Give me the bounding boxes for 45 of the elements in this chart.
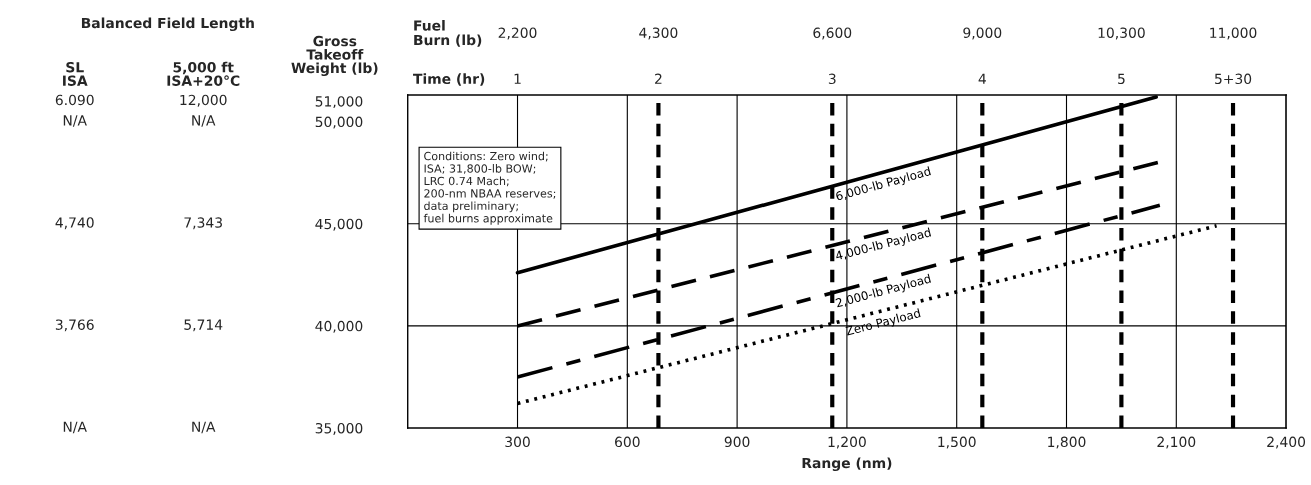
text: Time (hr) [413,73,485,86]
x-tick-label: 900 [724,436,750,448]
text: 3 [828,73,836,85]
text: Fuel Burn (lb) [414,19,482,47]
text: N/A [63,421,87,434]
x-tick-label: 300 [505,436,530,448]
text: 5+30 [1215,73,1252,85]
text: 10,300 [1098,27,1145,40]
y-tick-label: 50,000 [315,116,363,129]
text: 5,714 [184,319,223,332]
text: 11,000 [1210,27,1257,40]
x-tick-label: 1,200 [828,436,866,449]
y-tick-label: 35,000 [315,422,363,435]
text: 5,000 ft ISA+20°C [167,61,240,86]
x-tick-label: 600 [615,436,640,448]
text: N/A [192,421,216,434]
y-tick-label: 40,000 [315,320,363,333]
text: 12,000 [180,94,227,107]
y-axis-title: Gross Takeoff Weight (lb) [291,35,378,76]
text: N/A [192,115,216,127]
text: 2,200 [498,27,537,40]
text: 4,740 [55,217,94,230]
text: 4,000-lb Payload [834,227,932,263]
x-tick-label: 1,500 [938,436,976,449]
x-axis-title: Range (nm) [802,457,892,472]
text: Zero Payload [845,308,922,338]
x-tick-label: 2,400 [1267,436,1306,449]
text: 4 [978,73,986,84]
text: 7,343 [184,217,222,230]
text: 5 [1118,73,1125,85]
text: 2 [655,73,662,84]
annotation: Conditions: Zero wind; ISA; 31,800-lb BOW; LRC 0.74 Mach; 200-nm NBAA reserves; data preliminary; fuel burns approximate [423,151,556,225]
text: 4,300 [639,27,678,40]
text: 9,000 [963,27,1002,40]
text: SL ISA [63,61,88,86]
x-tick-label: 1,800 [1048,436,1086,449]
text: N/A [63,115,87,127]
text: 3,766 [55,319,94,332]
text: Balanced Field Length [81,17,254,32]
y-tick-label: 45,000 [315,218,363,231]
x-tick-label: 2,100 [1157,436,1196,449]
text: 1 [514,73,521,84]
text: 6,600 [813,27,852,40]
y-tick-label: 51,000 [315,96,363,109]
text: 6.090 [55,94,94,106]
